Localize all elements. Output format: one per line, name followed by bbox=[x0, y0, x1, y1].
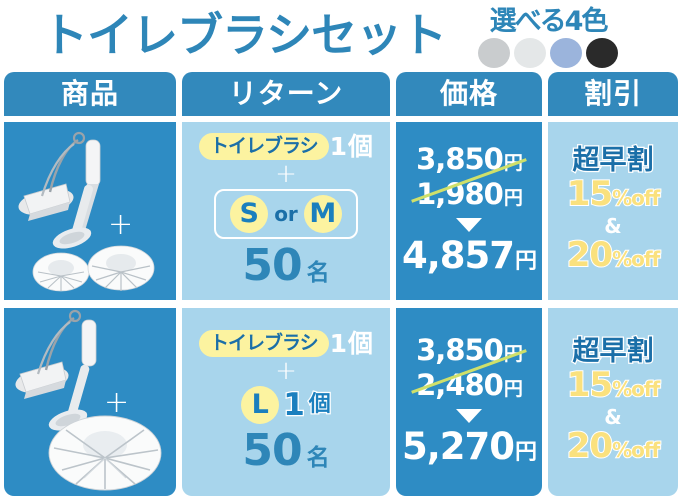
row-2-new-price-yen: 円 bbox=[515, 439, 537, 465]
row-2-old-price-2: 2,480円 bbox=[416, 369, 523, 405]
row-2-old-price-2-yen: 円 bbox=[503, 377, 523, 400]
row-1-price-cell: 3,850円 1,980円 4,857円 bbox=[396, 122, 542, 300]
row-1-return-item-line: トイレブラシ 1 個 bbox=[198, 131, 374, 161]
row-2-new-price: 5,270円 bbox=[401, 424, 537, 472]
row-2-old-price-1-value: 3,850 bbox=[416, 332, 504, 367]
color-swatch-black[interactable] bbox=[586, 38, 618, 68]
row-1-return-item-unit: 個 bbox=[348, 131, 374, 161]
column-header-price-label: 価格 bbox=[439, 77, 498, 110]
row-1-discount-pct-1: 15%off bbox=[566, 173, 662, 216]
column-header-return-label: リターン bbox=[228, 77, 344, 110]
row-1-new-price-yen: 円 bbox=[515, 248, 537, 274]
size-option-l[interactable]: L bbox=[241, 386, 280, 424]
row-1-size-option-box[interactable]: S or M bbox=[214, 189, 358, 239]
row-2-return-item-qty: 1 bbox=[329, 328, 347, 358]
row-1-return-cell: トイレブラシ 1 個 + S or M 50 名 bbox=[182, 122, 390, 300]
row-1-return-plus: + bbox=[275, 159, 297, 189]
row-1-discount-pct-1-suffix: %off bbox=[611, 185, 661, 211]
row-2-old-price-1: 3,850円 bbox=[416, 332, 523, 370]
color-swatch-light-gray[interactable] bbox=[514, 38, 546, 68]
row-1-return-item-badge: トイレブラシ bbox=[198, 133, 329, 160]
product-image-brush-set-s-m bbox=[18, 131, 155, 292]
color-swatch-row bbox=[468, 38, 628, 68]
color-swatch-blue[interactable] bbox=[550, 38, 582, 68]
row-2-product-plus: + bbox=[104, 385, 130, 420]
row-1-discount-pct-2-value: 20 bbox=[566, 234, 614, 275]
row-1-count-line: 50 名 bbox=[242, 243, 329, 289]
row-1-old-price-2: 1,980円 bbox=[416, 178, 523, 214]
row-1-product-cell: + bbox=[4, 122, 176, 300]
row-2-return-cell: トイレブラシ 1 個 + L 1 個 50 名 bbox=[182, 308, 390, 496]
row-1-discount-title: 超早割 bbox=[571, 144, 655, 177]
row-2-discount-pct-2-suffix: %off bbox=[611, 437, 661, 463]
row-2-count-unit: 名 bbox=[306, 445, 330, 471]
row-1-discount-cell: 超早割 15%off & 20%off bbox=[548, 122, 678, 300]
row-2-discount-amp: & bbox=[604, 404, 622, 429]
product-image-brush-set-l bbox=[15, 309, 162, 491]
row-1-count-number: 50 bbox=[242, 240, 302, 291]
row-1-discount-pct-2-suffix: %off bbox=[611, 246, 661, 272]
row-1-old-price-2-yen: 円 bbox=[503, 186, 523, 209]
row-1-return-item-qty: 1 bbox=[329, 131, 347, 161]
column-header-discount-label: 割引 bbox=[583, 77, 642, 110]
row-1-product-plus: + bbox=[108, 207, 134, 242]
row-2-return-item-unit: 個 bbox=[348, 328, 374, 358]
row-2-old-price-group: 3,850円 2,480円 bbox=[410, 332, 528, 405]
row-1-new-price-value: 4,857 bbox=[401, 233, 515, 277]
row-2-discount-cell: 超早割 15%off & 20%off bbox=[548, 308, 678, 496]
row-1-discount-pct-2: 20%off bbox=[566, 234, 662, 277]
row-1-or-label: or bbox=[274, 202, 298, 226]
row-1-arrow-down-icon bbox=[456, 217, 482, 232]
row-1-discount-pct-1-value: 15 bbox=[566, 173, 614, 214]
column-header-return: リターン bbox=[182, 72, 390, 116]
row-1-discount-amp: & bbox=[604, 213, 622, 238]
pricing-table: 商品 リターン 価格 割引 bbox=[0, 72, 680, 496]
row-2-new-price-value: 5,270 bbox=[401, 424, 515, 468]
row-2-return-item-line: トイレブラシ 1 個 bbox=[198, 328, 374, 358]
table-row: + トイレブラシ 1 個 + L 1 個 50 名 bbox=[0, 308, 680, 496]
column-header-product: 商品 bbox=[4, 72, 176, 116]
row-1-old-price-1: 3,850円 bbox=[416, 141, 523, 179]
row-2-size-line: L 1 個 bbox=[241, 386, 333, 424]
page-title: トイレブラシセット bbox=[42, 8, 447, 62]
row-2-return-plus: + bbox=[275, 356, 297, 386]
title-bar: トイレブラシセット 選べる4色 bbox=[0, 0, 680, 70]
column-header-product-label: 商品 bbox=[60, 77, 119, 110]
size-option-s[interactable]: S bbox=[230, 195, 269, 233]
row-2-discount-pct-1-suffix: %off bbox=[611, 376, 661, 402]
row-2-discount-pct-1-value: 15 bbox=[566, 364, 614, 405]
column-header-price: 価格 bbox=[396, 72, 542, 116]
row-1-old-price-group: 3,850円 1,980円 bbox=[410, 141, 528, 214]
row-2-return-item-badge: トイレブラシ bbox=[198, 330, 329, 357]
row-2-discount-pct-2: 20%off bbox=[566, 425, 662, 468]
row-1-old-price-1-value: 3,850 bbox=[416, 141, 504, 176]
row-2-count-number: 50 bbox=[242, 425, 302, 476]
row-2-arrow-down-icon bbox=[456, 408, 482, 423]
size-option-m[interactable]: M bbox=[303, 195, 342, 233]
row-1-new-price: 4,857円 bbox=[401, 233, 537, 281]
row-2-count-line: 50 名 bbox=[242, 428, 329, 474]
table-header-row: 商品 リターン 価格 割引 bbox=[0, 72, 680, 116]
row-2-size-qty: 1 bbox=[282, 387, 306, 423]
row-2-product-cell: + bbox=[4, 308, 176, 496]
row-2-discount-pct-2-value: 20 bbox=[566, 425, 614, 466]
color-choice-label: 選べる4色 bbox=[489, 6, 610, 37]
row-2-size-unit: 個 bbox=[308, 391, 333, 418]
row-2-price-cell: 3,850円 2,480円 5,270円 bbox=[396, 308, 542, 496]
color-swatch-gray[interactable] bbox=[478, 38, 510, 68]
color-choice-group: 選べる4色 bbox=[468, 6, 628, 68]
column-header-discount: 割引 bbox=[548, 72, 678, 116]
table-row: + トイレブラシ 1 個 + S or M 50 名 bbox=[0, 122, 680, 300]
row-2-discount-pct-1: 15%off bbox=[566, 364, 662, 407]
row-2-discount-title: 超早割 bbox=[571, 335, 655, 368]
row-1-count-unit: 名 bbox=[306, 260, 330, 286]
